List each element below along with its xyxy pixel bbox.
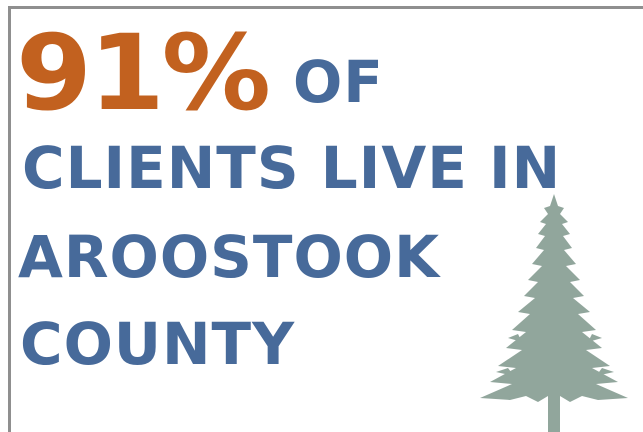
pine-tree-icon	[480, 194, 628, 432]
stat-line-2: AROOSTOOK	[18, 223, 441, 291]
frame-left-border	[8, 6, 11, 432]
stat-percent: 91%	[16, 12, 271, 134]
stat-line-3: COUNTY	[20, 310, 296, 378]
stat-line-1: CLIENTS LIVE IN	[22, 134, 562, 202]
stat-suffix: OF	[293, 48, 384, 116]
frame-top-border	[8, 6, 643, 9]
